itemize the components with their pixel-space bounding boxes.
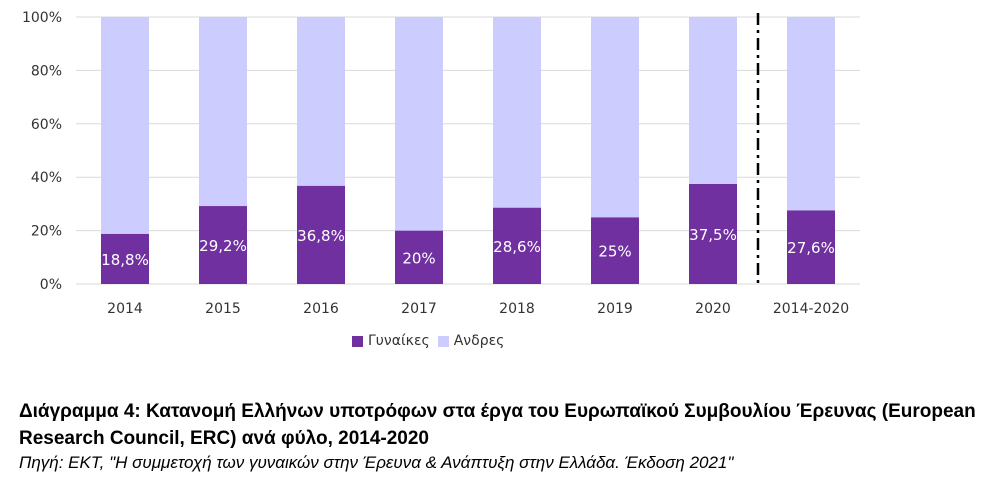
x-tick-label: 2014-2020 xyxy=(773,301,849,317)
data-label: 37,5% xyxy=(689,226,737,244)
bar-women xyxy=(493,207,541,284)
data-label: 20% xyxy=(402,249,435,267)
bar-men xyxy=(591,17,639,218)
figure-caption: Διάγραμμα 4: Κατανομή Ελλήνων υποτρόφων … xyxy=(19,398,989,474)
y-tick-label: 100% xyxy=(22,10,62,26)
y-tick-label: 20% xyxy=(31,224,62,240)
bar-women xyxy=(101,233,149,284)
legend-swatch-men xyxy=(437,335,449,347)
bar-men xyxy=(395,17,443,231)
bar-women xyxy=(591,217,639,284)
y-tick-label: 60% xyxy=(31,117,62,133)
legend-label-men: Ανδρες xyxy=(453,333,505,349)
legend: Γυναίκες Ανδρες xyxy=(352,333,512,349)
x-tick-label: 2016 xyxy=(303,301,339,317)
bar-women xyxy=(689,183,737,284)
bar-men xyxy=(689,17,737,184)
legend-label-women: Γυναίκες xyxy=(368,333,430,349)
x-tick-label: 2018 xyxy=(499,301,535,317)
bar-men xyxy=(297,17,345,186)
data-label: 28,6% xyxy=(493,238,541,256)
data-label: 27,6% xyxy=(787,239,835,257)
data-label: 36,8% xyxy=(297,227,345,245)
x-tick-label: 2015 xyxy=(205,301,241,317)
bar-men xyxy=(787,17,835,211)
bar-men xyxy=(199,17,247,207)
caption-title: Διάγραμμα 4: Κατανομή Ελλήνων υποτρόφων … xyxy=(19,401,976,449)
data-label: 18,8% xyxy=(101,251,149,269)
bar-women xyxy=(395,230,443,284)
bar-men xyxy=(493,17,541,208)
legend-swatch-women xyxy=(352,335,363,347)
data-label: 29,2% xyxy=(199,237,247,255)
stacked-bar-chart: 0% 20% 40% 60% 80% 100% 18,8% 2014 29,2% 2015 36,8… xyxy=(22,10,860,317)
y-tick-label: 40% xyxy=(31,170,62,186)
bar-women xyxy=(297,185,345,284)
caption-source: Πηγή: ΕΚΤ, "Η συμμετοχή των γυναικών στη… xyxy=(19,453,734,472)
data-label: 25% xyxy=(598,243,631,261)
x-tick-label: 2019 xyxy=(597,301,633,317)
y-tick-label: 80% xyxy=(31,63,62,79)
x-tick-label: 2020 xyxy=(695,301,731,317)
legend-item-women: Γυναίκες xyxy=(352,333,430,349)
x-tick-label: 2017 xyxy=(401,301,437,317)
y-tick-label: 0% xyxy=(40,277,62,293)
bar-women xyxy=(199,206,247,284)
bar-men xyxy=(101,17,149,234)
bar-women xyxy=(787,210,835,284)
x-tick-label: 2014 xyxy=(107,301,143,317)
legend-item-men: Ανδρες xyxy=(437,333,505,349)
